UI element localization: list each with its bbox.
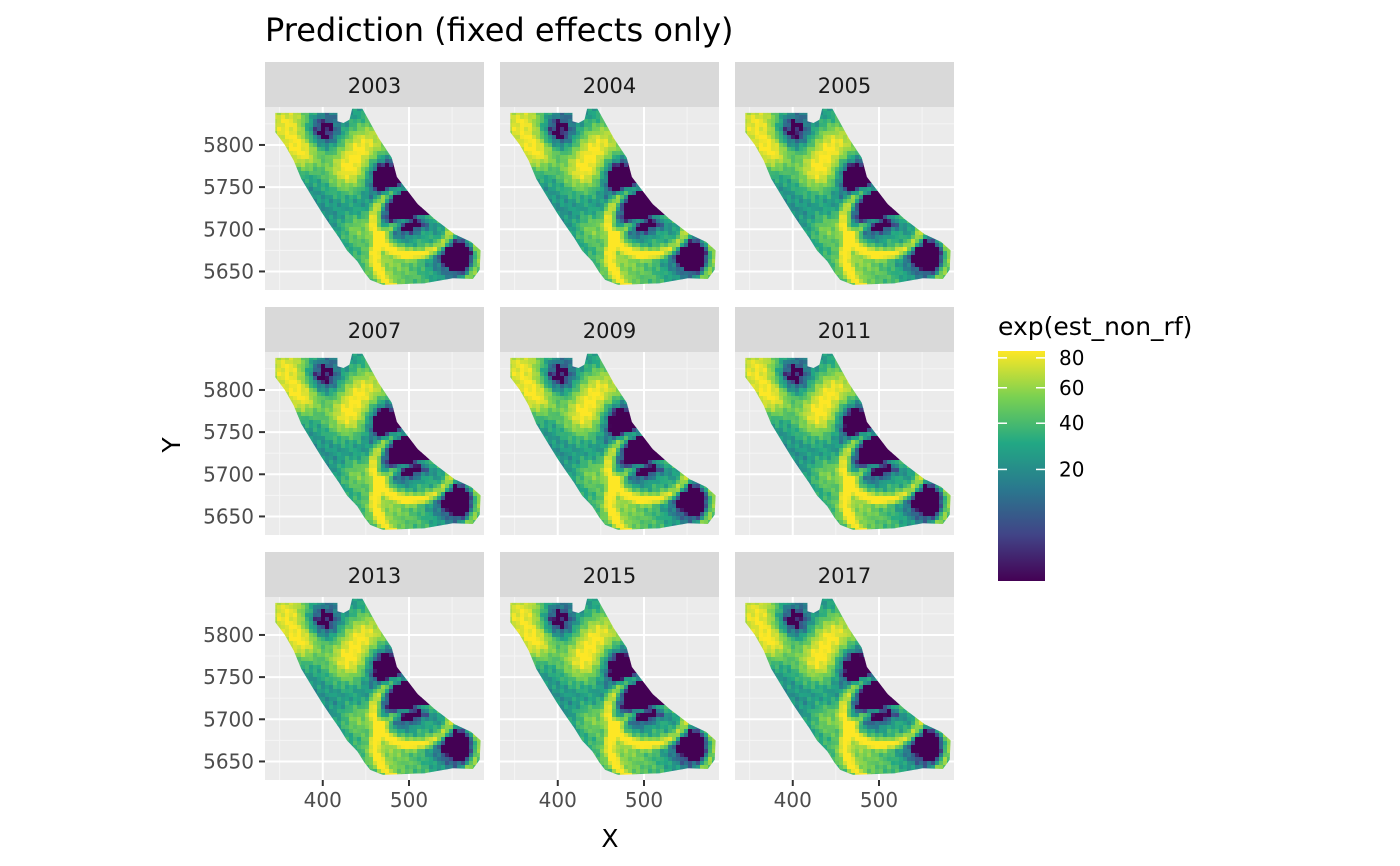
legend-tick-label: 80: [1059, 346, 1084, 370]
y-tick-label: 5800: [203, 133, 254, 157]
facet-panel-2009: 2009: [500, 307, 719, 535]
x-tick-label: 500: [625, 788, 663, 812]
y-tick-label: 5700: [203, 217, 254, 241]
facet-strip-label: 2005: [818, 74, 871, 98]
facet-strip-label: 2013: [348, 564, 401, 588]
chart-title: Prediction (fixed effects only): [265, 11, 733, 49]
y-axis-title: Y: [157, 437, 186, 454]
x-tick-label: 500: [860, 788, 898, 812]
facet-strip: [500, 552, 719, 597]
facet-strip: [265, 552, 484, 597]
y-axis-ticks: 5650 5700 5750 5800 5650 5700 5750 5800 5650 5700…: [203, 133, 265, 773]
facet-strip-label: 2017: [818, 564, 871, 588]
y-tick-label: 5750: [203, 175, 254, 199]
legend-ticks: 20 40 60 80: [998, 346, 1084, 481]
y-tick-label: 5650: [203, 504, 254, 528]
facet-strip: [500, 307, 719, 352]
y-tick-label: 5750: [203, 665, 254, 689]
facet-panel-2017: 2017: [735, 552, 954, 780]
facet-strip-label: 2003: [348, 74, 401, 98]
y-tick-label: 5650: [203, 749, 254, 773]
facet-strip: [735, 552, 954, 597]
x-tick-label: 400: [304, 788, 342, 812]
legend-colorbar: [998, 351, 1045, 581]
facet-strip: [500, 62, 719, 107]
facet-strip-label: 2004: [583, 74, 636, 98]
facet-panel-2015: 2015: [500, 552, 719, 780]
facet-strip-label: 2011: [818, 319, 871, 343]
facet-strip: [265, 307, 484, 352]
y-tick-label: 5650: [203, 259, 254, 283]
facet-panel-2005: 2005: [735, 62, 954, 290]
facet-strip-label: 2015: [583, 564, 636, 588]
facet-strip: [735, 62, 954, 107]
y-tick-label: 5800: [203, 378, 254, 402]
x-axis-ticks: 400 500 400 500 400 500: [304, 780, 898, 812]
x-tick-label: 400: [539, 788, 577, 812]
facet-strip-label: 2009: [583, 319, 636, 343]
y-tick-label: 5700: [203, 707, 254, 731]
facet-panel-2003: 2003: [265, 62, 484, 290]
x-axis-title: X: [601, 824, 618, 853]
y-tick-label: 5750: [203, 420, 254, 444]
legend-tick-label: 40: [1059, 411, 1084, 435]
x-tick-label: 500: [390, 788, 428, 812]
facet-strip-label: 2007: [348, 319, 401, 343]
facet-panel-2007: 2007: [265, 307, 484, 535]
facet-strip: [265, 62, 484, 107]
facet-panel-2011: 2011: [735, 307, 954, 535]
y-tick-label: 5700: [203, 462, 254, 486]
x-tick-label: 400: [774, 788, 812, 812]
legend-title: exp(est_non_rf): [998, 312, 1192, 341]
facet-panel-2013: 2013: [265, 552, 484, 780]
legend-tick-label: 60: [1059, 376, 1084, 400]
color-legend: exp(est_non_rf) 20 40 60 80: [998, 312, 1192, 581]
legend-tick-label: 20: [1059, 457, 1084, 481]
facet-strip: [735, 307, 954, 352]
y-tick-label: 5800: [203, 623, 254, 647]
facet-panel-2004: 2004: [500, 62, 719, 290]
facet-panels: 2003 2004 2005 2007 2009 2011 2013 2015 2017: [265, 62, 954, 780]
